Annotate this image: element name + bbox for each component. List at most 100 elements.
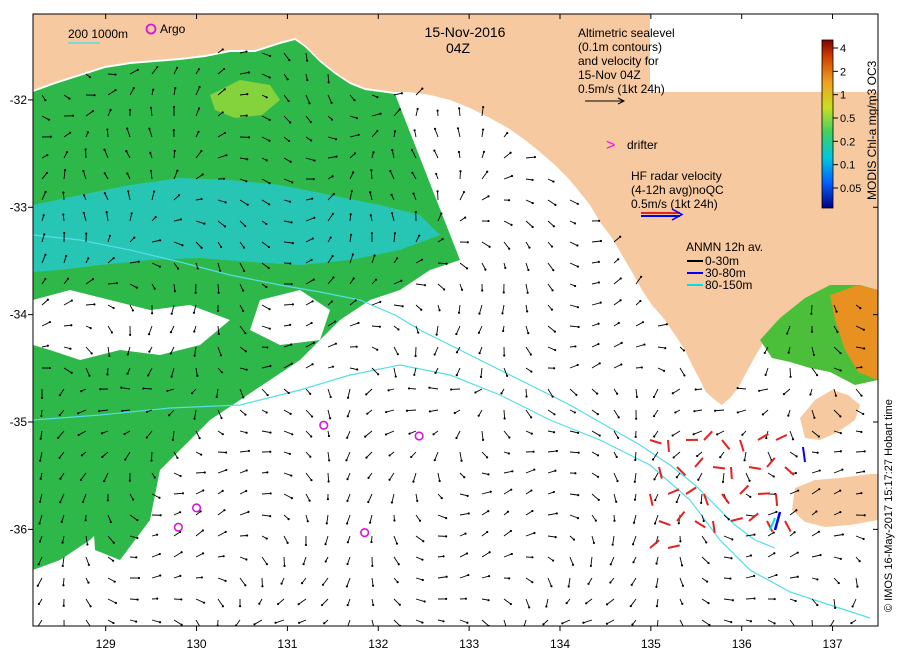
- velocity-vector-head: [346, 436, 349, 439]
- velocity-vector-head: [594, 519, 597, 522]
- velocity-vector-head: [664, 347, 667, 350]
- velocity-vector-head: [651, 458, 655, 461]
- velocity-vector-head: [860, 394, 863, 397]
- velocity-vector-head: [390, 193, 393, 196]
- velocity-vector-head: [815, 374, 819, 377]
- velocity-vector-head: [148, 127, 151, 130]
- velocity-vector: [693, 430, 703, 435]
- velocity-vector: [217, 325, 220, 335]
- velocity-vector-head: [587, 582, 590, 585]
- velocity-vector-head: [731, 538, 734, 541]
- velocity-vector-head: [748, 479, 751, 482]
- velocity-vector-head: [810, 312, 813, 315]
- velocity-vector-head: [79, 478, 83, 482]
- velocity-vector-head: [613, 519, 616, 522]
- velocity-vector-head: [127, 190, 130, 193]
- velocity-vector: [85, 278, 94, 285]
- colorbar-tick-label: 0.2: [840, 136, 855, 148]
- x-tick-label: 132: [368, 637, 388, 651]
- velocity-vector: [569, 556, 574, 565]
- velocity-vector-head: [809, 393, 812, 396]
- velocity-vector: [745, 575, 755, 579]
- velocity-vector: [261, 262, 269, 269]
- velocity-vector-head: [749, 495, 752, 498]
- velocity-vector-head: [114, 601, 118, 605]
- x-axis: 129 130 131 132 133 134 135 136 137: [96, 14, 843, 651]
- velocity-vector-head: [170, 375, 173, 378]
- argo-legend-symbol: [145, 23, 157, 35]
- velocity-vector: [583, 619, 593, 624]
- velocity-vector: [107, 577, 115, 583]
- velocity-vector-head: [61, 564, 64, 568]
- velocity-vector-head: [152, 190, 156, 193]
- altimetry-line-3: and velocity for: [578, 54, 659, 68]
- velocity-vector: [349, 300, 357, 306]
- velocity-vector: [173, 575, 181, 579]
- velocity-vector: [789, 367, 792, 377]
- velocity-vector-head: [862, 470, 866, 473]
- velocity-vector-head: [353, 99, 356, 102]
- velocity-vector-head: [445, 575, 448, 578]
- velocity-vector-head: [749, 620, 753, 623]
- velocity-vector-head: [671, 392, 674, 395]
- velocity-vector-head: [433, 127, 437, 130]
- velocity-vector-head: [268, 203, 271, 206]
- velocity-vector-head: [274, 621, 277, 624]
- velocity-vector: [389, 170, 395, 180]
- velocity-vector-head: [388, 478, 391, 481]
- velocity-vector-head: [467, 573, 470, 577]
- y-tick-label: -36: [10, 522, 28, 536]
- anmn-title: ANMN 12h av.: [686, 240, 763, 254]
- velocity-vector-head: [575, 393, 578, 396]
- velocity-vector: [261, 325, 271, 330]
- y-axis: -32-33-34-35-36: [10, 93, 878, 536]
- velocity-vector: [481, 531, 488, 537]
- velocity-vector-head: [487, 195, 490, 198]
- velocity-vector-head: [435, 333, 438, 336]
- velocity-vector-head: [421, 87, 424, 90]
- velocity-vector-head: [509, 529, 512, 533]
- velocity-vector-head: [44, 99, 47, 102]
- velocity-vector: [349, 153, 356, 159]
- velocity-vector-head: [597, 342, 600, 346]
- velocity-vector: [852, 598, 857, 607]
- velocity-vector-head: [289, 121, 292, 124]
- velocity-vector-head: [561, 622, 564, 625]
- velocity-vector-head: [268, 118, 271, 121]
- velocity-vector: [173, 472, 181, 477]
- velocity-vector: [129, 213, 133, 222]
- velocity-vector: [657, 323, 667, 327]
- velocity-vector-head: [819, 553, 822, 557]
- velocity-vector-head: [136, 68, 139, 71]
- velocity-vector: [701, 619, 710, 626]
- velocity-vector-head: [398, 603, 401, 606]
- velocity-vector-head: [730, 557, 733, 560]
- velocity-vector-head: [552, 490, 555, 494]
- velocity-vector: [855, 535, 864, 540]
- velocity-vector-head: [201, 173, 204, 176]
- velocity-vector-head: [487, 473, 490, 476]
- velocity-vector: [305, 342, 315, 348]
- velocity-vector-head: [135, 556, 138, 559]
- velocity-vector-head: [46, 154, 49, 157]
- velocity-vector-head: [244, 332, 247, 335]
- velocity-vector: [679, 367, 685, 376]
- velocity-vector: [833, 534, 843, 537]
- velocity-vector: [173, 262, 179, 269]
- velocity-vector-head: [532, 450, 535, 453]
- velocity-vector-head: [714, 409, 717, 412]
- velocity-vector-head: [331, 254, 334, 258]
- velocity-vector: [170, 325, 175, 333]
- chl-gulf-orange: [830, 285, 878, 380]
- velocity-vector-head: [49, 135, 52, 138]
- velocity-vector-head: [862, 328, 865, 331]
- velocity-vector-head: [192, 311, 196, 314]
- velocity-vector: [391, 150, 395, 159]
- velocity-vector-head: [109, 520, 112, 524]
- velocity-vector: [349, 278, 355, 285]
- velocity-vector-head: [153, 476, 156, 479]
- hf-radar-vector: [784, 520, 792, 533]
- velocity-vector-head: [330, 101, 333, 104]
- velocity-vector: [569, 451, 579, 454]
- hf-radar-vector: [694, 457, 704, 468]
